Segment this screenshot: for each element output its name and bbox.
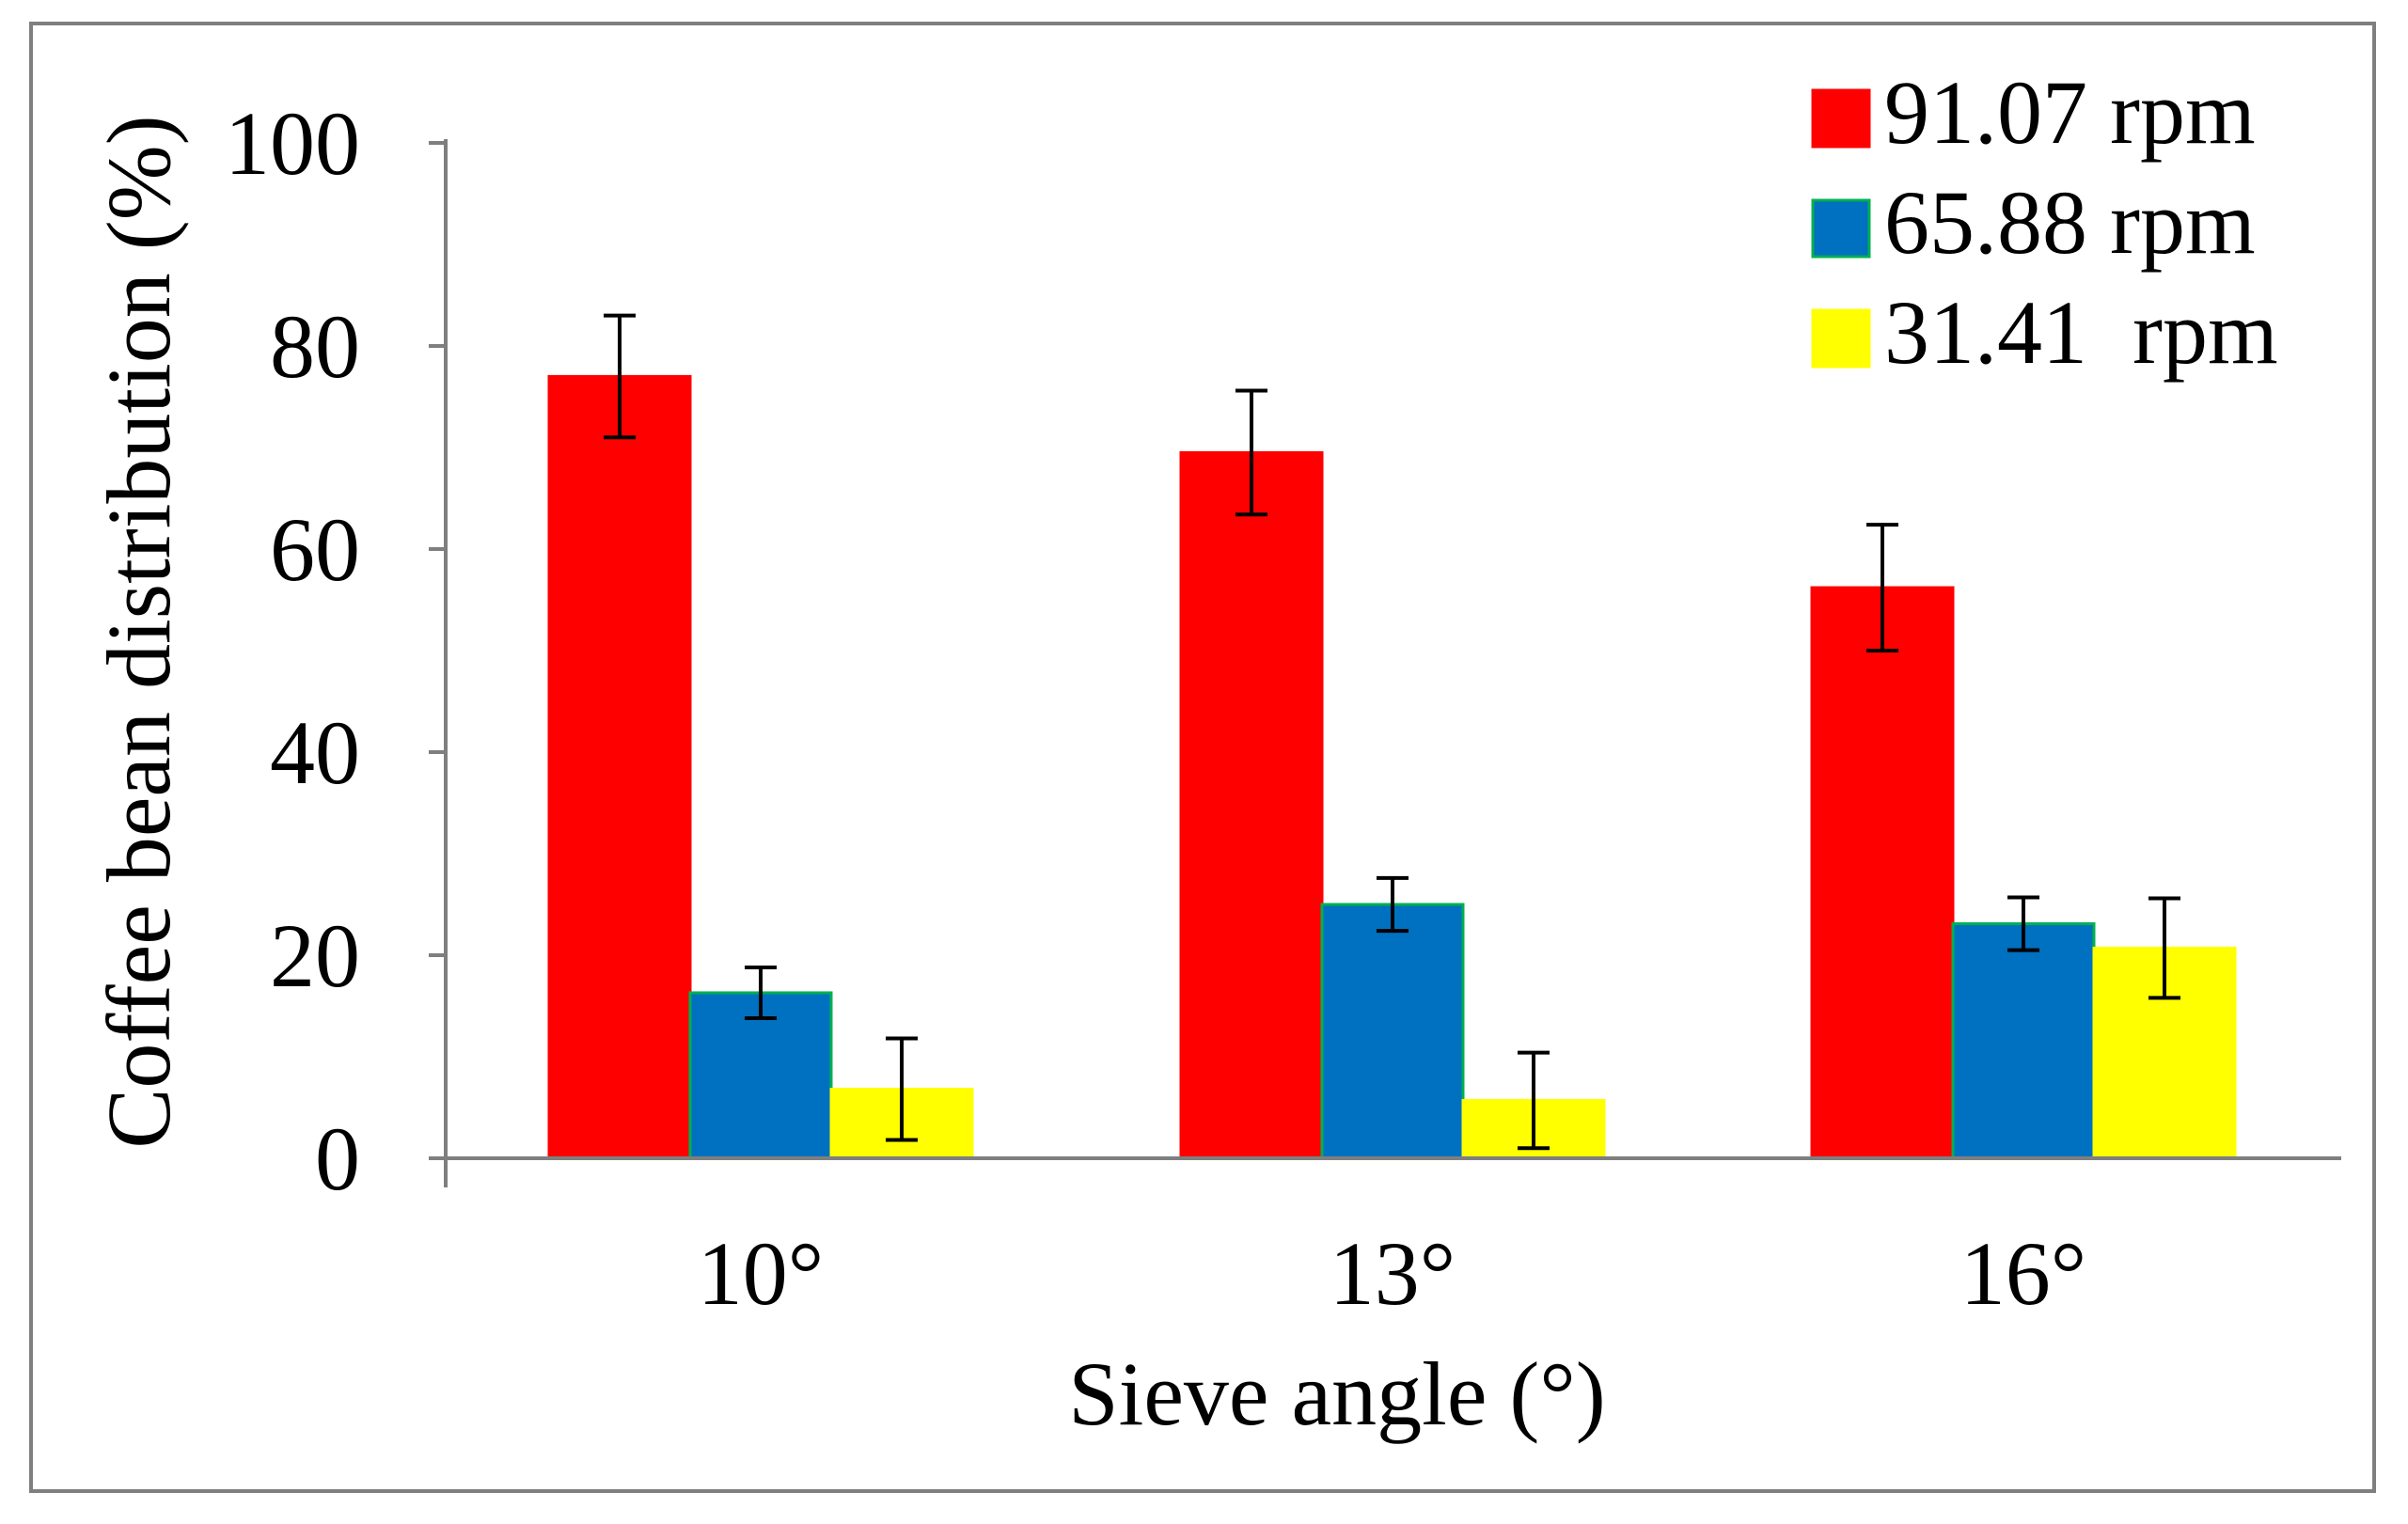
y-tick-label-100: 100 — [225, 93, 360, 194]
error-bar-3-3 — [2148, 896, 2180, 1000]
error-bar-3-2 — [1518, 1050, 1550, 1151]
error-bar-2-3 — [2007, 895, 2039, 952]
legend-entry-2: 65.88 rpm — [1811, 172, 2256, 273]
bar-1-3 — [1810, 586, 1955, 1160]
legend-label-3: 31.41 rpm — [1884, 282, 2278, 383]
legend-entry-3: 31.41 rpm — [1811, 282, 2278, 383]
legend-label-1: 91.07 rpm — [1884, 62, 2256, 163]
y-tick-label-40: 40 — [270, 702, 360, 803]
y-tick-labels: 0 20 40 60 80 100 — [225, 93, 446, 1209]
error-bars-layer — [604, 313, 2180, 1151]
legend-entry-1: 91.07 rpm — [1811, 62, 2256, 163]
error-bar-1-1 — [604, 313, 636, 440]
bar-2-3 — [1951, 922, 2096, 1160]
bar-1-1 — [547, 374, 692, 1160]
error-bar-1-2 — [1235, 388, 1267, 517]
y-tick-label-60: 60 — [270, 499, 360, 600]
legend-swatch-3 — [1811, 308, 1871, 369]
x-tick-labels: 10° 13° 16° — [698, 1223, 2086, 1324]
legend-swatch-2 — [1811, 198, 1871, 259]
y-axis-title: Coffee bean distribution (%) — [88, 115, 189, 1148]
x-tick-label-2: 13° — [1330, 1223, 1456, 1324]
x-tick-label-3: 16° — [1960, 1223, 2086, 1324]
y-tick-label-80: 80 — [270, 296, 360, 397]
bar-2-2 — [1320, 903, 1465, 1160]
x-axis-title: Sieve angle (°) — [1068, 1343, 1606, 1444]
bars-layer — [547, 374, 2237, 1160]
bar-2-1 — [688, 991, 833, 1160]
legend-swatch-1 — [1811, 88, 1871, 149]
bar-1-2 — [1179, 450, 1324, 1160]
y-tick-label-0: 0 — [315, 1108, 360, 1209]
error-bar-1-3 — [1866, 523, 1898, 652]
error-bar-2-1 — [745, 965, 777, 1020]
error-bar-3-1 — [886, 1036, 918, 1142]
x-tick-label-1: 10° — [698, 1223, 824, 1324]
error-bar-2-2 — [1377, 875, 1409, 934]
y-tick-label-20: 20 — [270, 905, 360, 1006]
legend-label-2: 65.88 rpm — [1884, 172, 2256, 273]
